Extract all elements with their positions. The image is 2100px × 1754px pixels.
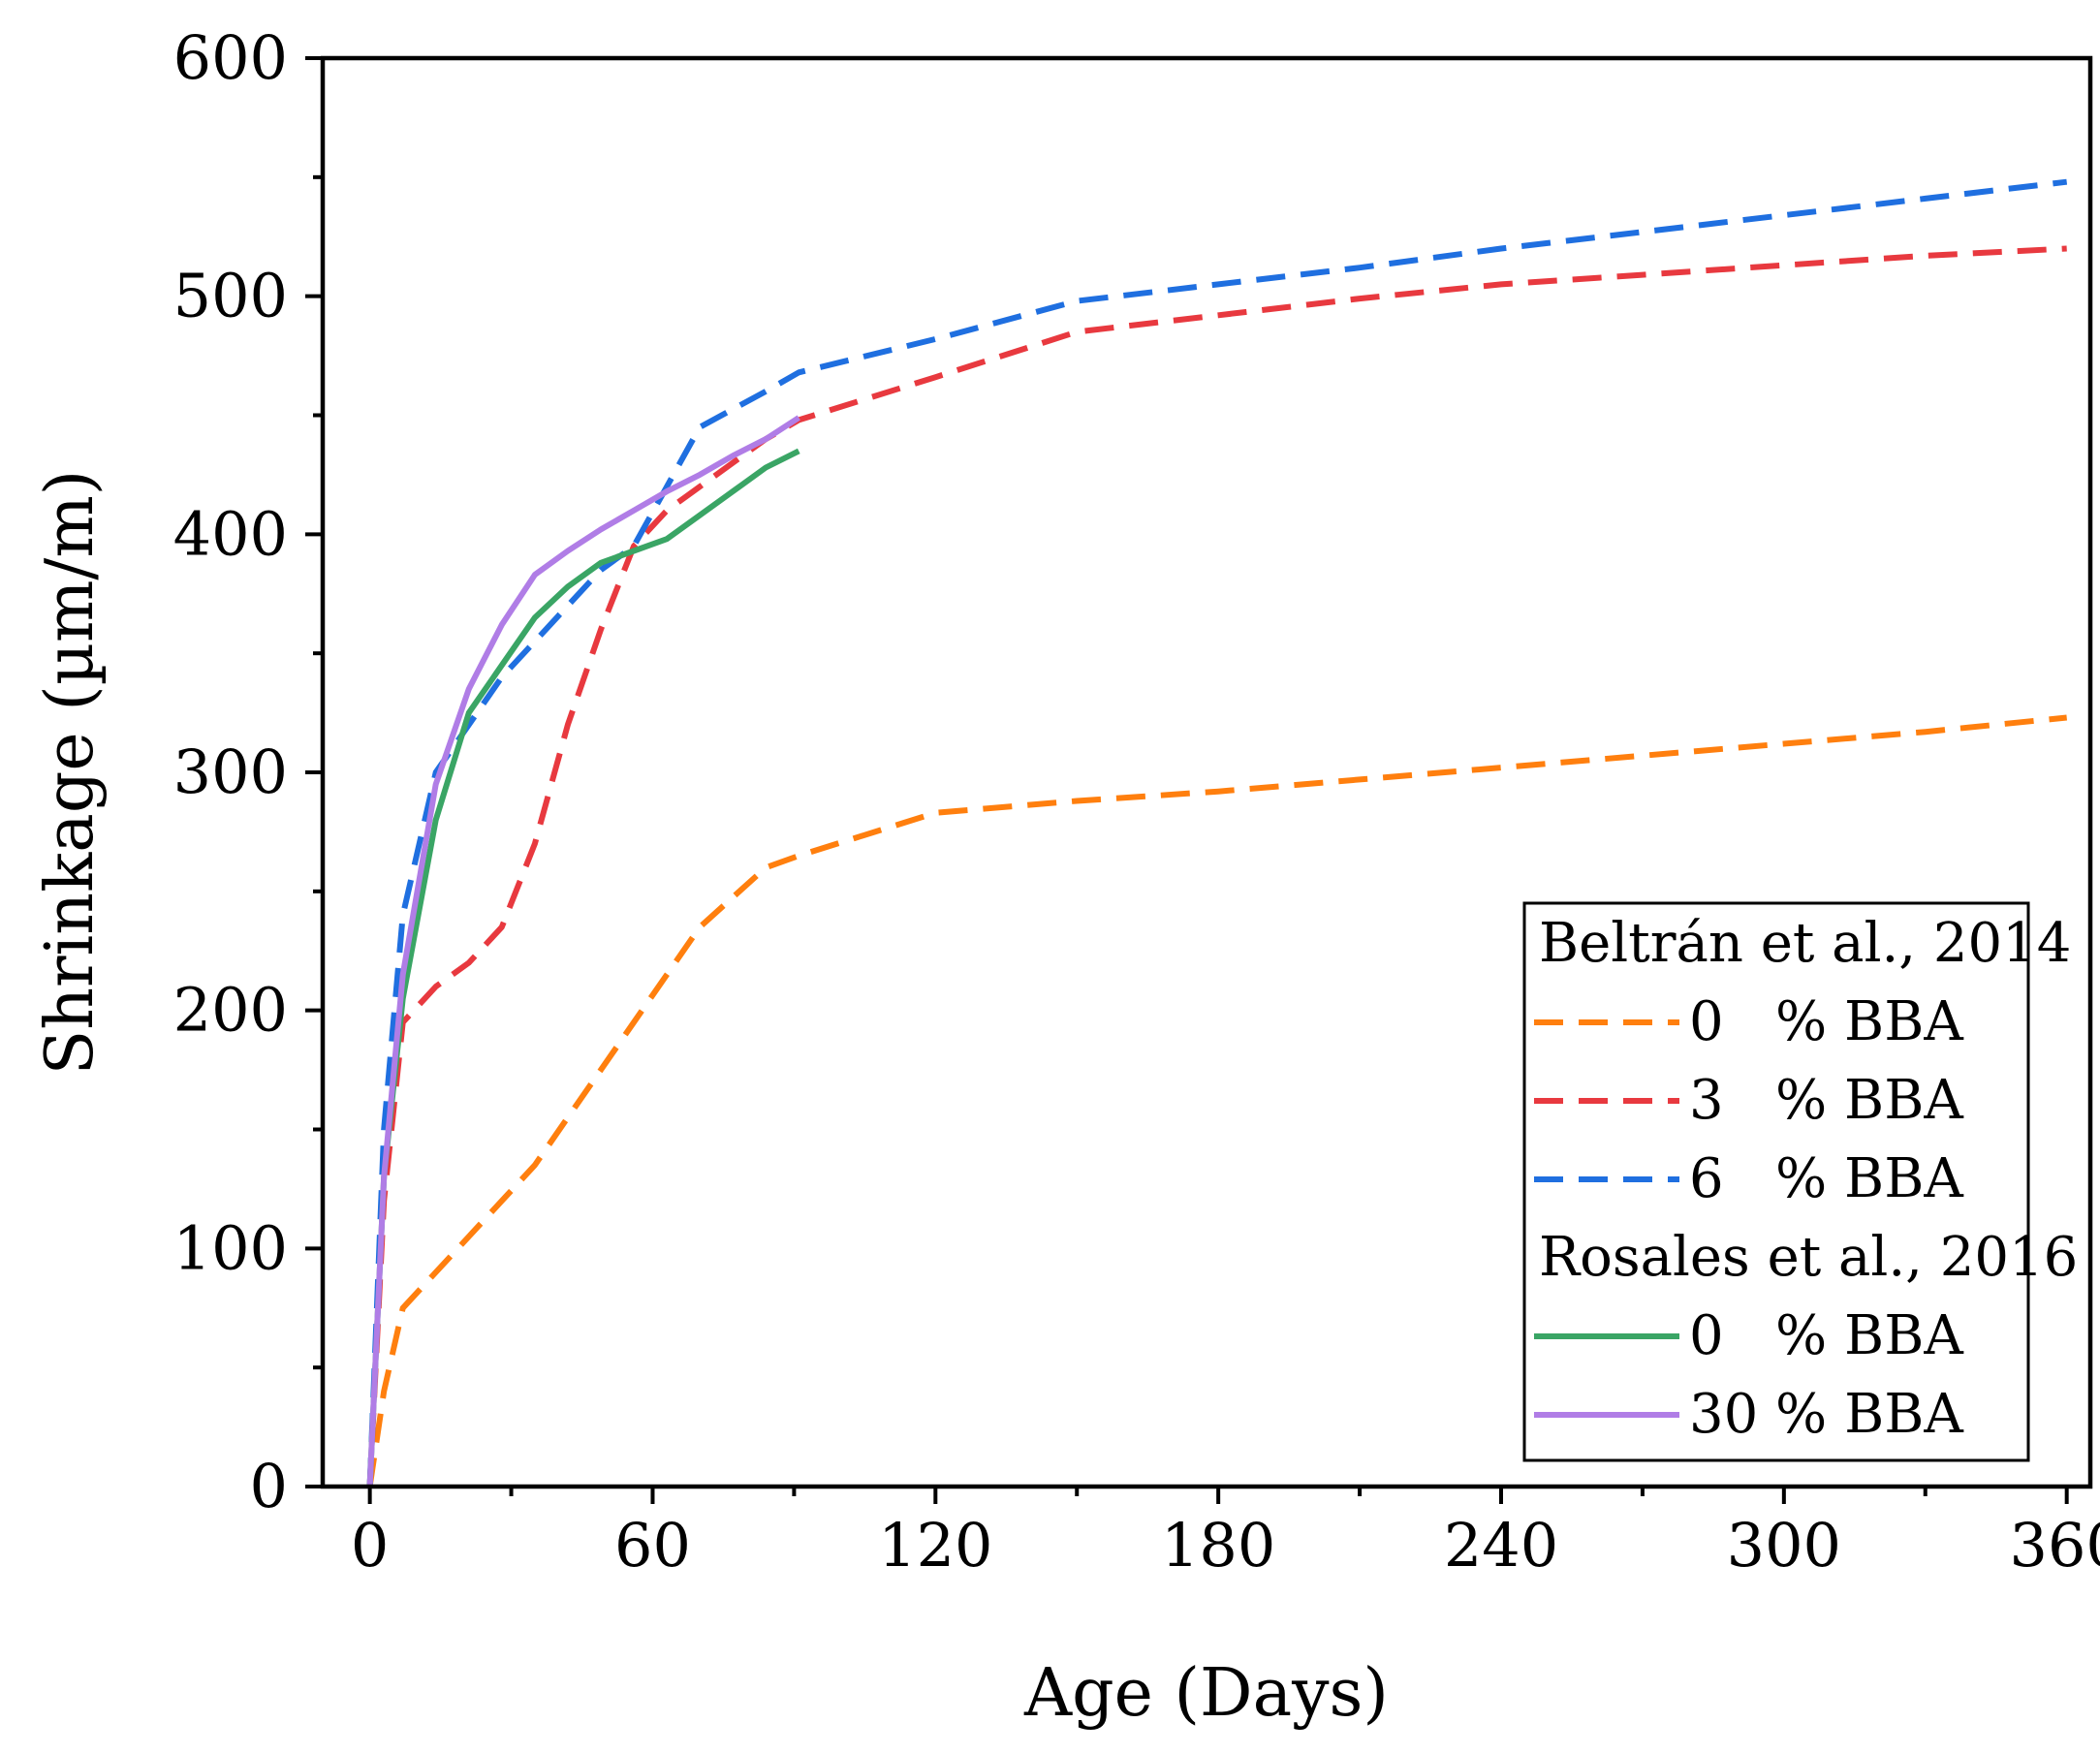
x-tick-label: 60 — [614, 1510, 691, 1581]
legend-entry-label: 0 % BBA — [1689, 990, 1963, 1053]
y-tick-label: 500 — [173, 261, 288, 331]
legend-entry-label: 3 % BBA — [1689, 1069, 1963, 1132]
legend-group-title: Rosales et al., 2016 — [1539, 1226, 2078, 1289]
series-lines — [366, 178, 2068, 1488]
x-axis-title: Age (Days) — [1023, 1655, 1389, 1732]
x-tick-label: 120 — [878, 1510, 992, 1581]
legend-group-title: Beltrán et al., 2014 — [1539, 912, 2071, 975]
y-axis-title: Shrinkage (µm/m) — [32, 470, 109, 1076]
axis-tick-labels: 0 60 120 180 240 300 360 0 100 200 300 400 500 600 — [173, 22, 2100, 1581]
y-tick-label: 400 — [173, 498, 288, 569]
legend: Beltrán et al., 2014 0 % BBA 3 % BBA 6 % BB… — [1522, 901, 2078, 1462]
series-line-1 — [366, 245, 2067, 1488]
legend-entry-label: 6 % BBA — [1689, 1147, 1963, 1210]
x-tick-label: 180 — [1161, 1510, 1275, 1581]
legend-entry-label: 30 % BBA — [1689, 1383, 1963, 1446]
y-tick-label: 300 — [173, 736, 288, 807]
x-tick-label: 240 — [1444, 1510, 1558, 1581]
x-tick-label: 300 — [1727, 1510, 1841, 1581]
series-line-4 — [366, 415, 800, 1488]
y-tick-label: 200 — [173, 975, 288, 1046]
axis-ticks — [305, 56, 2069, 1504]
y-tick-label: 100 — [173, 1212, 288, 1283]
x-tick-label: 0 — [351, 1510, 389, 1581]
y-tick-label: 0 — [250, 1451, 288, 1521]
legend-box — [1522, 901, 2030, 1462]
x-tick-label: 360 — [2010, 1510, 2100, 1581]
y-tick-label: 600 — [173, 22, 288, 93]
series-line-3 — [366, 448, 800, 1488]
series-line-2 — [366, 178, 2068, 1488]
legend-entry-label: 0 % BBA — [1689, 1304, 1963, 1367]
